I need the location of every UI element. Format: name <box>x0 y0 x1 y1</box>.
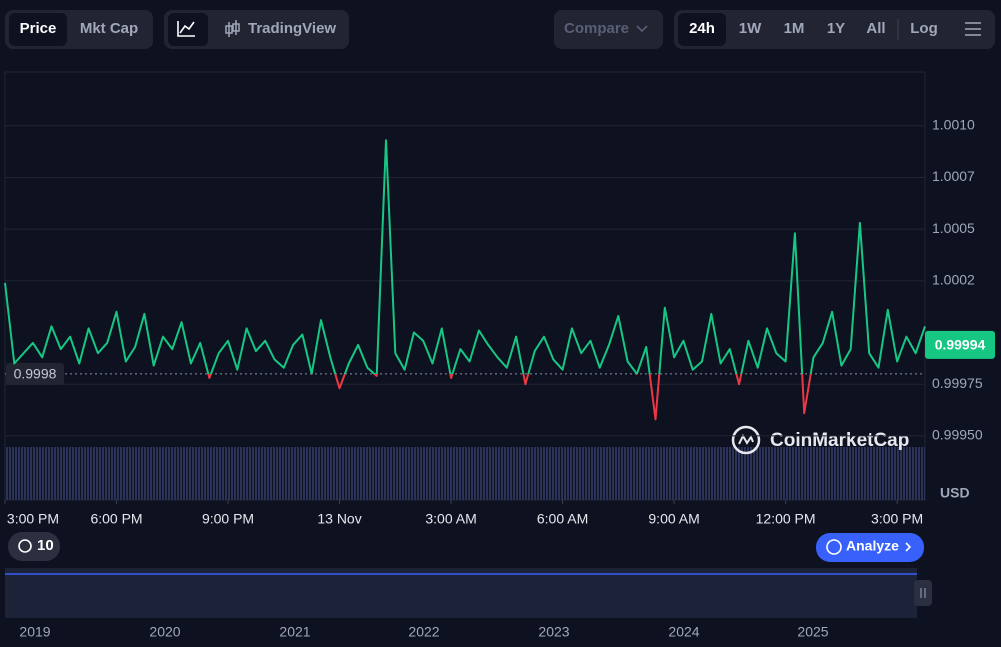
x-tick-label: 9:00 AM <box>648 511 699 527</box>
candle-icon <box>225 20 240 37</box>
year-label: 2023 <box>538 624 569 640</box>
reference-label: 0.9998 <box>14 366 57 382</box>
y-tick-label: 0.99950 <box>932 427 983 443</box>
last-value-tag <box>925 330 995 359</box>
volume-area <box>5 447 925 500</box>
line-icon <box>177 21 195 37</box>
analyze-icon <box>826 539 842 555</box>
year-label: 2020 <box>149 624 180 640</box>
watermark-logo <box>731 425 761 455</box>
analyze-button[interactable] <box>816 533 924 562</box>
tab[interactable]: Mkt Cap <box>80 20 138 37</box>
year-label: 2024 <box>668 624 699 640</box>
year-label: 2022 <box>408 624 439 640</box>
analyze-label: Analyze <box>846 538 899 554</box>
history-count: 10 <box>37 537 54 554</box>
price-line <box>4 139 926 421</box>
range-button[interactable]: 1W <box>739 20 762 37</box>
x-tick-label: 3:00 AM <box>425 511 476 527</box>
handle-grip <box>920 588 926 598</box>
year-label: 2021 <box>279 624 310 640</box>
log-button[interactable]: Log <box>910 20 938 37</box>
x-tick-label: 6:00 AM <box>537 511 588 527</box>
x-tick-label: 9:00 PM <box>202 511 254 527</box>
watermark: CoinMarketCap <box>770 430 909 451</box>
tradingview-button[interactable]: TradingView <box>248 20 336 37</box>
line-view-button[interactable] <box>168 13 208 46</box>
y-tick-label: 0.99975 <box>932 375 983 391</box>
x-tick-label: 3:00 PM <box>7 511 59 527</box>
reference-tag <box>6 362 64 385</box>
range-active <box>678 13 726 46</box>
chevron <box>636 25 648 33</box>
chevron <box>905 542 912 552</box>
y-unit: USD <box>940 485 970 501</box>
tab[interactable]: Price <box>20 20 57 37</box>
y-tick-label: 1.0007 <box>932 168 975 184</box>
view-group <box>164 10 349 49</box>
x-tick-label: 3:00 PM <box>871 511 923 527</box>
tab-active <box>9 13 67 46</box>
history-badge[interactable] <box>8 532 60 561</box>
year-label: 2025 <box>797 624 828 640</box>
range-button[interactable]: 24h <box>689 20 715 37</box>
range-group <box>674 10 995 49</box>
y-tick-label: 1.0002 <box>932 272 975 288</box>
y-tick-label: 1.0005 <box>932 220 975 236</box>
history-icon <box>18 539 32 553</box>
range-button[interactable]: All <box>866 20 885 37</box>
compare-button[interactable] <box>554 10 663 49</box>
last-value-label: 0.99994 <box>935 337 986 353</box>
compare-label: Compare <box>564 20 629 37</box>
x-tick-label: 13 Nov <box>317 511 361 527</box>
settings-icon[interactable] <box>965 22 981 36</box>
navigator-handle[interactable] <box>914 580 932 606</box>
year-label: 2019 <box>19 624 50 640</box>
y-tick-label: 1.0010 <box>932 116 975 132</box>
x-tick-label: 6:00 PM <box>90 511 142 527</box>
x-tick-label: 12:00 PM <box>756 511 816 527</box>
navigator[interactable] <box>5 568 917 618</box>
range-button[interactable]: 1M <box>784 20 805 37</box>
range-button[interactable]: 1Y <box>827 20 845 37</box>
